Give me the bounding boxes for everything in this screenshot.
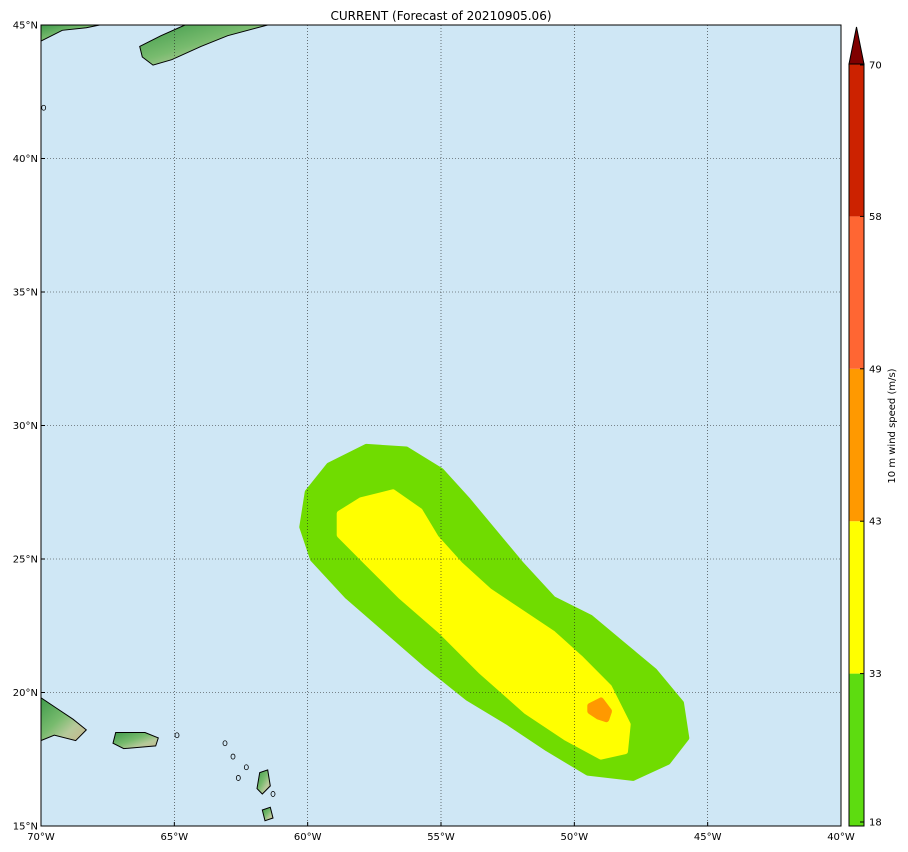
- land-layer: [41, 25, 276, 822]
- colorbar-band-43-49: [849, 368, 864, 522]
- lesser-antilles-island: [256, 769, 271, 795]
- lon-tick-label: 40°W: [827, 832, 855, 843]
- puerto-rico-landmass: [112, 732, 159, 750]
- lat-tick-label: 35°N: [13, 288, 38, 299]
- small-island: [230, 753, 236, 760]
- lat-tick-label: 30°N: [13, 421, 38, 432]
- small-island: [222, 740, 228, 747]
- colorbar-band-58-70: [849, 64, 864, 217]
- lesser-antilles-island: [261, 806, 274, 822]
- nova-scotia-landmass: [41, 25, 100, 42]
- small-island: [270, 791, 276, 797]
- colorbar-band-33-43: [849, 521, 864, 674]
- map-title: CURRENT (Forecast of 20210905.06): [330, 9, 551, 23]
- small-island: [235, 775, 241, 781]
- small-island: [174, 732, 180, 739]
- lon-tick-label: 55°W: [427, 832, 455, 843]
- colorbar-band-18-33: [849, 673, 864, 826]
- colorbar-extend-arrow: [848, 26, 865, 65]
- lat-tick-label: 40°N: [13, 154, 38, 165]
- wind-swath-43: [587, 697, 612, 723]
- colorbar-label: 10 m wind speed (m/s): [887, 368, 898, 483]
- hispaniola-landmass: [41, 697, 88, 742]
- graticule-grid: [41, 25, 841, 826]
- colorbar-tick-label: 49: [869, 364, 882, 375]
- colorbar-tick-label: 58: [869, 212, 882, 223]
- colorbar-tick-label: 70: [869, 61, 882, 72]
- lat-tick-label: 25°N: [13, 555, 38, 566]
- lon-tick-label: 50°W: [561, 832, 589, 843]
- colorbar: 18 33 43 49 58 70 10 m wind speed (m/s): [848, 26, 898, 829]
- map-axes: 70°W 65°W 60°W 55°W 50°W 45°W 40°W 15°N 20°N 25°N…: [13, 21, 855, 844]
- colorbar-tick-label: 33: [869, 669, 882, 680]
- small-island: [243, 764, 249, 771]
- lat-tick-label: 15°N: [13, 822, 38, 833]
- colorbar-band-49-58: [849, 216, 864, 369]
- colorbar-tick-label: 18: [869, 818, 882, 829]
- lat-tick-label: 45°N: [13, 21, 38, 32]
- colorbar-outline: [848, 63, 865, 827]
- lon-tick-label: 70°W: [27, 832, 55, 843]
- wind-swath-33: [336, 489, 631, 760]
- lon-tick-label: 65°W: [161, 832, 189, 843]
- small-island: [41, 104, 47, 111]
- wind-swath-layer: [299, 443, 690, 781]
- colorbar-tick-label: 43: [869, 517, 882, 528]
- lat-tick-label: 20°N: [13, 688, 38, 699]
- lon-tick-label: 60°W: [294, 832, 322, 843]
- lon-tick-label: 45°W: [694, 832, 722, 843]
- cape-breton-landmass: [139, 25, 268, 66]
